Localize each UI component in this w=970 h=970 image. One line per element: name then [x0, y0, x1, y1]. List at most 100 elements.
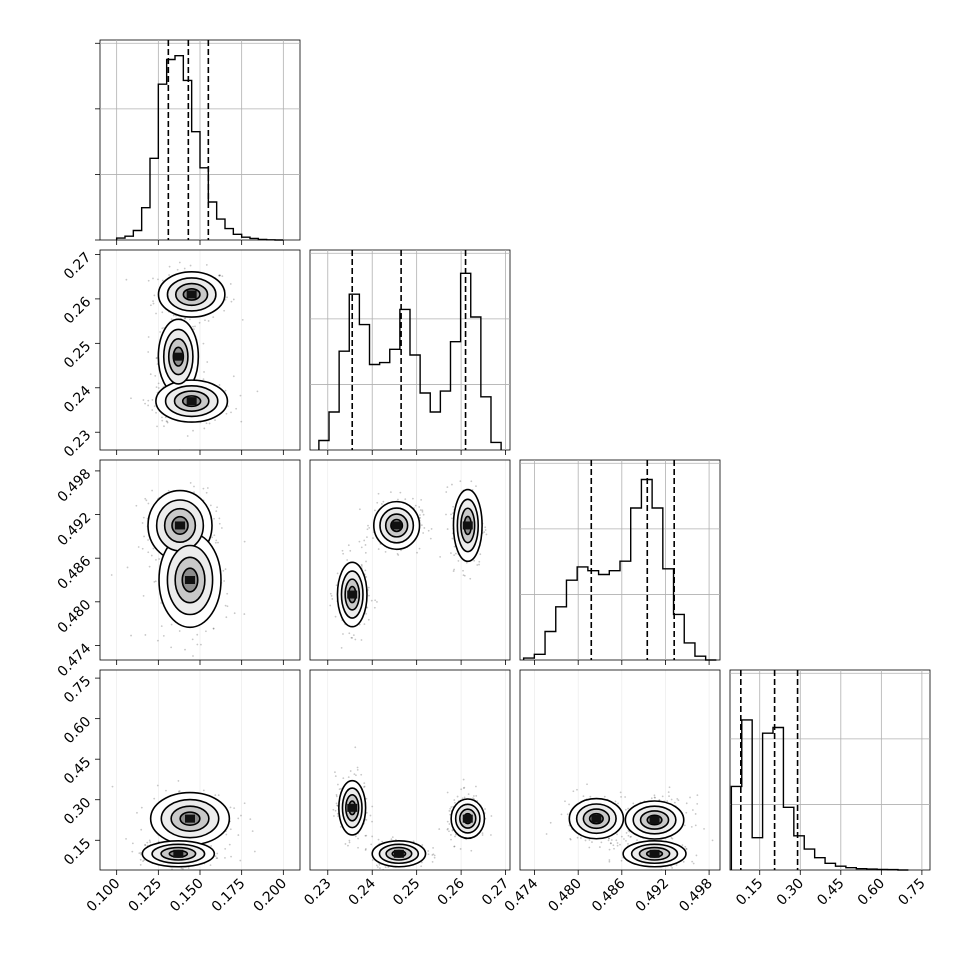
scatter-point	[218, 384, 221, 386]
density-bg-3-2	[520, 670, 720, 870]
x-tick-label-0-1: 0.125	[125, 876, 165, 916]
scatter-point	[214, 794, 217, 797]
scatter-point	[689, 796, 691, 799]
scatter-point	[630, 835, 633, 838]
scatter-point	[490, 834, 492, 836]
scatter-point	[227, 405, 229, 408]
scatter-point	[349, 549, 352, 552]
scatter-point	[170, 318, 173, 321]
scatter-point	[184, 648, 186, 651]
density-peak	[462, 814, 473, 823]
scatter-point	[397, 498, 399, 501]
scatter-point	[329, 592, 332, 595]
scatter-point	[224, 857, 226, 859]
scatter-point	[549, 821, 552, 824]
scatter-point	[174, 873, 176, 875]
scatter-point	[696, 802, 699, 805]
scatter-point	[160, 625, 163, 628]
scatter-point	[610, 839, 613, 841]
scatter-point	[336, 812, 339, 815]
scatter-point	[210, 845, 213, 847]
scatter-point	[609, 842, 612, 845]
scatter-point	[156, 639, 159, 642]
scatter-point	[334, 771, 336, 774]
scatter-point	[146, 841, 149, 844]
scatter-point	[469, 577, 472, 580]
scatter-point	[147, 539, 149, 541]
scatter-point	[243, 540, 246, 543]
scatter-point	[139, 858, 142, 861]
hist-step-3	[730, 719, 909, 871]
density-peak	[462, 521, 473, 530]
scatter-point	[358, 508, 361, 511]
scatter-point	[229, 806, 232, 809]
density-panel-3-2	[519, 669, 721, 871]
scatter-point	[457, 560, 460, 562]
scatter-point	[366, 536, 368, 539]
scatter-point	[459, 848, 462, 850]
scatter-point	[374, 509, 376, 512]
scatter-point	[163, 425, 165, 428]
density-content-3-0	[111, 670, 284, 875]
scatter-point	[140, 806, 143, 809]
scatter-point	[430, 528, 433, 530]
scatter-point	[616, 833, 618, 836]
scatter-point	[433, 856, 436, 859]
scatter-point	[347, 776, 350, 779]
scatter-point	[183, 317, 186, 320]
scatter-point	[131, 850, 134, 853]
scatter-point	[230, 855, 232, 858]
scatter-point	[429, 537, 432, 540]
density-peak	[186, 397, 197, 406]
scatter-point	[230, 411, 232, 414]
scatter-point	[215, 857, 218, 860]
scatter-point	[202, 789, 205, 792]
scatter-point	[376, 866, 379, 868]
scatter-point	[453, 845, 456, 848]
y-tick-label-1-1: 0.24	[61, 383, 94, 416]
scatter-point	[335, 794, 338, 796]
scatter-point	[586, 783, 588, 786]
hist-step-1	[318, 272, 502, 450]
density-peak	[391, 521, 402, 530]
scatter-point	[214, 419, 216, 422]
scatter-point	[329, 604, 332, 607]
scatter-point	[205, 422, 208, 425]
scatter-point	[111, 785, 114, 788]
scatter-point	[340, 646, 343, 649]
scatter-point	[354, 746, 357, 749]
x-tick-label-3-4: 0.75	[895, 876, 928, 909]
y-tick-label-1-2: 0.25	[61, 338, 94, 371]
scatter-point	[256, 390, 259, 393]
x-tick-label-0-3: 0.175	[209, 876, 249, 916]
scatter-point	[365, 560, 367, 563]
scatter-point	[151, 409, 154, 411]
scatter-point	[212, 627, 215, 630]
scatter-point	[215, 510, 218, 513]
scatter-point	[206, 487, 209, 489]
scatter-point	[367, 618, 370, 621]
y-tick-label-3-2: 0.45	[61, 754, 94, 787]
scatter-point	[667, 791, 670, 793]
scatter-point	[228, 843, 231, 846]
scatter-point	[390, 838, 393, 841]
scatter-point	[446, 820, 449, 823]
scatter-point	[365, 811, 368, 814]
scatter-point	[376, 501, 379, 504]
scatter-point	[155, 312, 157, 315]
scatter-point	[360, 773, 363, 776]
scatter-point	[616, 842, 619, 844]
scatter-point	[166, 420, 169, 423]
density-content-3-2	[534, 670, 714, 870]
scatter-point	[685, 811, 688, 814]
scatter-point	[360, 563, 363, 566]
scatter-point	[446, 828, 449, 831]
scatter-point	[365, 612, 368, 615]
scatter-point	[381, 840, 384, 843]
scatter-point	[369, 814, 372, 817]
scatter-point	[193, 485, 195, 488]
scatter-point	[475, 485, 477, 488]
scatter-point	[566, 813, 569, 816]
scatter-point	[380, 503, 383, 505]
scatter-point	[377, 838, 380, 841]
